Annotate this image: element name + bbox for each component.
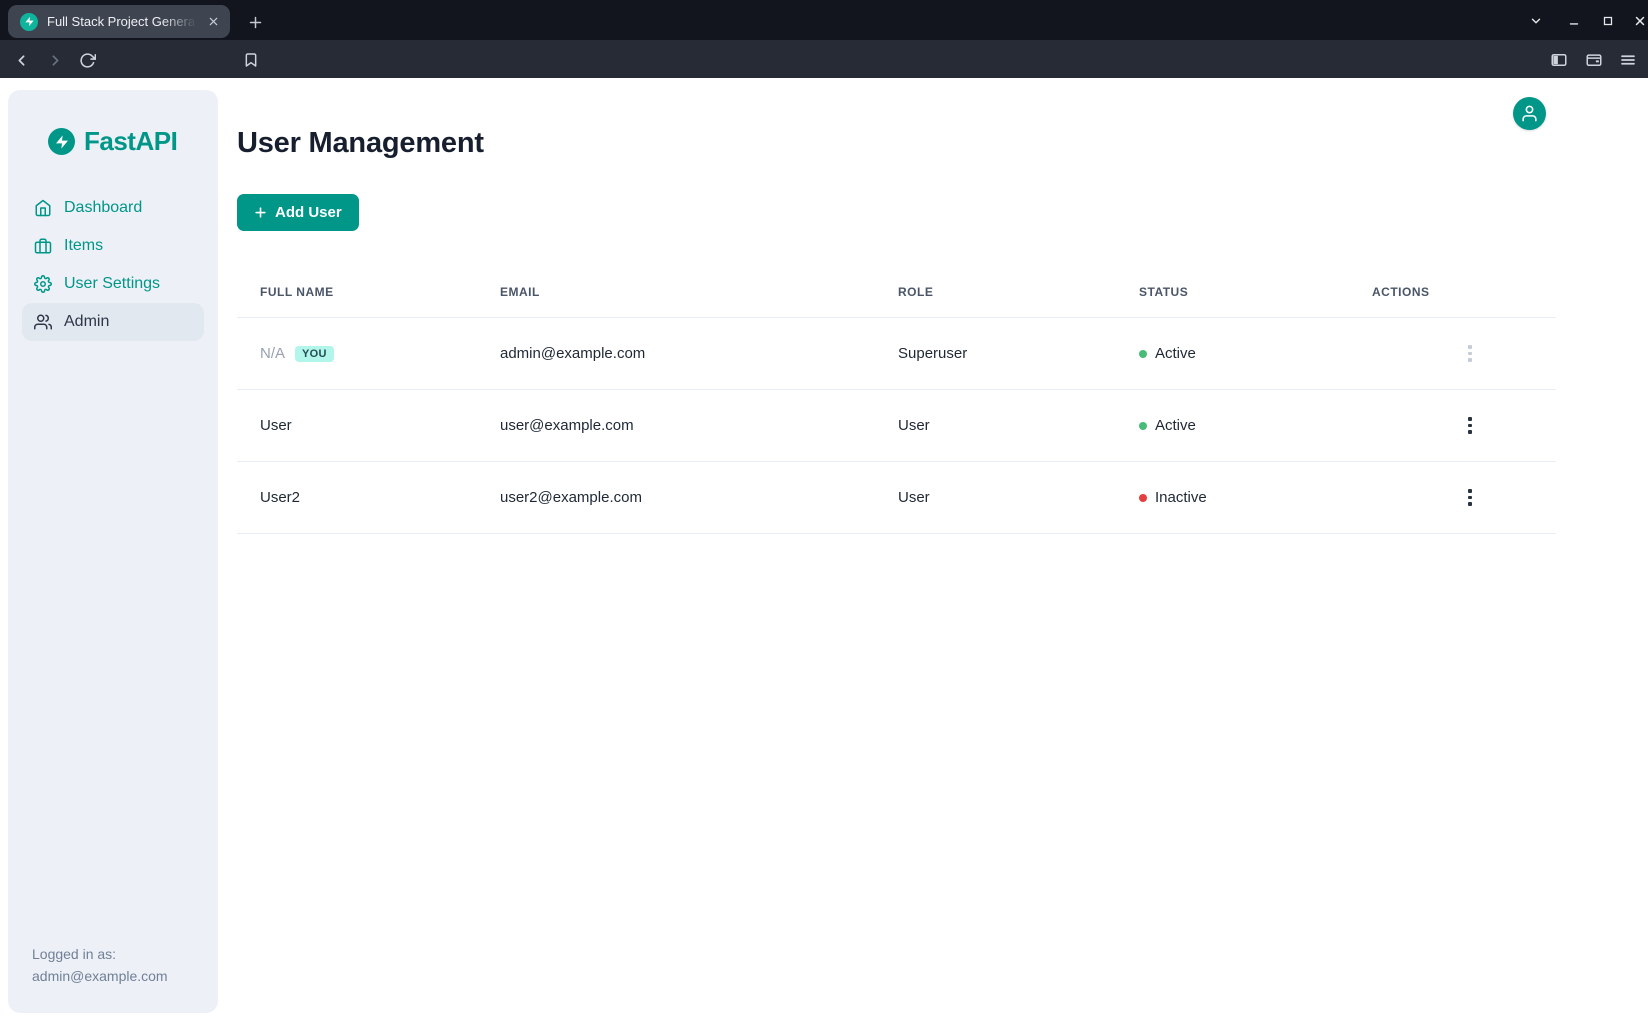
- tab-search-chevron-icon[interactable]: [1524, 9, 1548, 33]
- tab-title: Full Stack Project Genera: [47, 14, 196, 29]
- sidebar-item-label: Dashboard: [64, 199, 143, 216]
- sidebar: FastAPI Dashboard Items User Settings Ad…: [8, 90, 218, 1013]
- reload-button[interactable]: [76, 49, 98, 71]
- col-header-status: STATUS: [1139, 285, 1189, 299]
- window-minimize-button[interactable]: [1562, 9, 1586, 33]
- window-close-button[interactable]: [1628, 9, 1648, 33]
- cell-role: Superuser: [898, 345, 968, 362]
- browser-tab-bar: Full Stack Project Genera: [0, 0, 1648, 40]
- browser-tab[interactable]: Full Stack Project Genera: [8, 5, 230, 38]
- bookmark-icon[interactable]: [240, 49, 262, 71]
- user-avatar-button[interactable]: [1513, 97, 1546, 130]
- sidebar-item-label: Items: [64, 237, 104, 254]
- cell-full-name: N/A YOU: [237, 345, 477, 362]
- users-table: FULL NAME EMAIL ROLE STATUS ACTIONS N/A …: [237, 267, 1556, 534]
- split-view-icon[interactable]: [1548, 49, 1570, 71]
- cell-email: admin@example.com: [500, 345, 646, 362]
- app-page: FastAPI Dashboard Items User Settings Ad…: [0, 78, 1648, 1025]
- col-header-actions: ACTIONS: [1372, 285, 1430, 299]
- sidebar-item-user-settings[interactable]: User Settings: [22, 265, 204, 303]
- add-user-button[interactable]: Add User: [237, 194, 359, 231]
- table-header-row: FULL NAME EMAIL ROLE STATUS ACTIONS: [237, 267, 1556, 317]
- cell-actions: [1349, 412, 1556, 440]
- fastapi-logo-text: FastAPI: [84, 126, 178, 156]
- status-dot: [1139, 349, 1147, 358]
- cell-status: Active: [1116, 345, 1349, 362]
- col-header-email: EMAIL: [500, 285, 540, 299]
- cell-actions: [1349, 484, 1556, 512]
- cell-role: User: [898, 489, 930, 506]
- forward-button[interactable]: [44, 49, 66, 71]
- fastapi-logo: FastAPI: [8, 90, 218, 157]
- status-dot: [1139, 493, 1147, 502]
- fastapi-logo-icon: [48, 128, 75, 155]
- cell-email: user@example.com: [500, 417, 634, 434]
- logged-in-info: Logged in as: admin@example.com: [32, 943, 168, 987]
- table-row: User2 user2@example.com User Inactive: [237, 461, 1556, 533]
- cell-full-name: User: [260, 417, 292, 434]
- table-row: N/A YOU admin@example.com Superuser Acti…: [237, 317, 1556, 389]
- sidebar-item-items[interactable]: Items: [22, 227, 204, 265]
- status-label: Active: [1155, 417, 1196, 434]
- cell-full-name: User2: [260, 489, 301, 506]
- row-actions-menu-button: [1458, 340, 1482, 368]
- page-title: User Management: [237, 127, 484, 159]
- table-row: User user@example.com User Active: [237, 389, 1556, 461]
- col-header-role: ROLE: [898, 285, 934, 299]
- sidebar-item-label: User Settings: [64, 275, 161, 292]
- status-label: Active: [1155, 345, 1196, 362]
- new-tab-button[interactable]: [243, 10, 267, 34]
- window-maximize-button[interactable]: [1596, 9, 1620, 33]
- col-header-full-name: FULL NAME: [260, 285, 334, 299]
- user-icon: [1522, 105, 1537, 122]
- briefcase-icon: [34, 238, 52, 254]
- sidebar-item-admin[interactable]: Admin: [22, 303, 204, 341]
- cell-status: Active: [1116, 417, 1349, 434]
- main-content: User Management Add User FULL NAME EMAIL…: [237, 78, 1556, 534]
- back-button[interactable]: [10, 49, 32, 71]
- wallet-icon[interactable]: [1583, 49, 1605, 71]
- browser-toolbar: localhost/admin 1: [0, 40, 1648, 114]
- row-actions-menu-button[interactable]: [1458, 484, 1482, 512]
- cell-actions: [1349, 340, 1556, 368]
- you-badge: YOU: [295, 345, 334, 362]
- users-icon: [34, 314, 52, 330]
- tab-close-icon[interactable]: [204, 13, 222, 31]
- sidebar-item-dashboard[interactable]: Dashboard: [22, 189, 204, 227]
- fastapi-favicon-icon: [20, 12, 38, 31]
- home-icon: [35, 199, 51, 217]
- status-dot: [1139, 421, 1147, 430]
- cell-status: Inactive: [1116, 489, 1349, 506]
- plus-icon: [255, 207, 266, 218]
- logged-in-email: admin@example.com: [32, 968, 168, 984]
- row-actions-menu-button[interactable]: [1458, 412, 1482, 440]
- logged-in-label: Logged in as:: [32, 946, 117, 962]
- menu-hamburger-icon[interactable]: [1617, 49, 1639, 71]
- cell-email: user2@example.com: [500, 489, 642, 506]
- sidebar-nav: Dashboard Items User Settings Admin: [8, 189, 218, 341]
- add-user-label: Add User: [275, 204, 342, 221]
- cell-role: User: [898, 417, 930, 434]
- sidebar-item-label: Admin: [64, 313, 110, 330]
- status-label: Inactive: [1155, 489, 1207, 506]
- gear-icon: [34, 275, 52, 293]
